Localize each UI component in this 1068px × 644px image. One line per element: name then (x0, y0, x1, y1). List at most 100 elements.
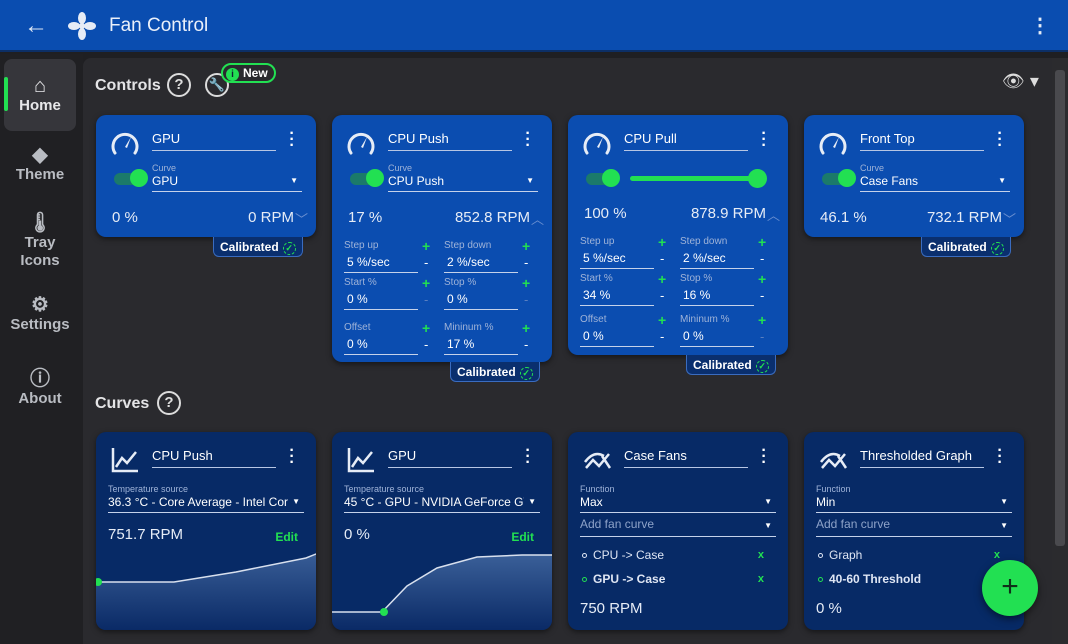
control-name-field[interactable]: Front Top (860, 131, 984, 151)
back-arrow-icon[interactable]: ← (24, 12, 48, 39)
decrement-button[interactable]: - (660, 288, 665, 303)
wrench-icon[interactable]: 🔧 (205, 73, 229, 97)
field-input[interactable]: 0 % (680, 329, 754, 347)
sidebar-item-home[interactable]: ⌂ Home (4, 59, 76, 131)
info-icon: ⓘ (30, 368, 50, 390)
decrement-button[interactable]: - (524, 255, 529, 270)
temperature-source-select[interactable]: Temperature source 45 °C - GPU - NVIDIA G… (344, 484, 540, 513)
decrement-button[interactable]: - (760, 288, 765, 303)
remove-curve-button[interactable]: x (993, 549, 1000, 561)
field-input[interactable]: 2 %/sec (680, 251, 754, 269)
control-name-field[interactable]: CPU Push (388, 131, 512, 151)
curve-name-field[interactable]: CPU Push (152, 448, 276, 468)
card-menu-icon[interactable]: · · · (997, 442, 1003, 471)
decrement-button[interactable]: - (424, 292, 429, 307)
edit-curve-link[interactable]: Edit (511, 530, 534, 544)
add-fan-curve-select[interactable]: Add fan curve ▼ (580, 517, 776, 537)
fan-percent: 100 % (584, 205, 627, 222)
increment-button[interactable]: + (522, 320, 531, 336)
curve-list-item[interactable]: CPU -> Case (582, 548, 664, 562)
increment-button[interactable]: + (522, 275, 531, 291)
decrement-button[interactable]: - (524, 292, 529, 307)
field-input[interactable]: 16 % (680, 288, 754, 306)
chevron-up-icon[interactable]: ︿ (766, 208, 780, 223)
add-fan-curve-placeholder: Add fan curve (580, 517, 655, 531)
curve-list-item[interactable]: 40-60 Threshold (818, 572, 921, 586)
increment-button[interactable]: + (422, 275, 431, 291)
increment-button[interactable]: + (758, 312, 767, 328)
card-menu-icon[interactable]: · · · (761, 442, 767, 471)
add-fan-curve-select[interactable]: Add fan curve ▼ (816, 517, 1012, 537)
curve-list-item[interactable]: Graph (818, 548, 862, 562)
chevron-down-icon[interactable]: ﹀ (1002, 212, 1016, 227)
decrement-button[interactable]: - (760, 251, 765, 266)
card-menu-icon[interactable]: · · · (289, 442, 295, 471)
field-input[interactable]: 0 % (344, 292, 418, 310)
increment-button[interactable]: + (658, 271, 667, 287)
remove-curve-button[interactable]: x (757, 573, 764, 585)
curve-graph[interactable] (96, 542, 316, 630)
curve-graph[interactable] (332, 542, 552, 630)
scrollbar[interactable] (1052, 58, 1068, 644)
curve-name-field[interactable]: GPU (388, 448, 512, 468)
sidebar-item-about[interactable]: ⓘ About (4, 368, 76, 408)
increment-button[interactable]: + (658, 312, 667, 328)
curve-select[interactable]: Curve CPU Push ▼ (388, 163, 538, 192)
decrement-button[interactable]: - (760, 329, 765, 344)
curve-label: Curve (152, 163, 177, 173)
card-menu-icon[interactable]: · · · (289, 125, 295, 154)
enable-toggle[interactable] (586, 169, 620, 187)
control-name-field[interactable]: GPU (152, 131, 276, 151)
function-select[interactable]: Function Min ▼ (816, 484, 1012, 513)
add-fab-button[interactable]: + (982, 560, 1038, 616)
card-menu-icon[interactable]: · · · (761, 125, 767, 154)
curve-select[interactable]: Curve GPU ▼ (152, 163, 302, 192)
sidebar-item-theme[interactable]: ◆ Theme (4, 145, 76, 184)
remove-curve-button[interactable]: x (757, 549, 764, 561)
sidebar-item-tray-icons[interactable]: 🌡 Tray Icons (4, 213, 76, 270)
card-menu-icon[interactable]: · · · (997, 125, 1003, 154)
field-input[interactable]: 2 %/sec (444, 255, 518, 273)
manual-speed-slider[interactable] (630, 169, 767, 188)
more-menu-icon[interactable]: ⋮ (1030, 15, 1050, 37)
field-input[interactable]: 34 % (580, 288, 654, 306)
enable-toggle[interactable] (822, 169, 856, 187)
temperature-source-select[interactable]: Temperature source 36.3 °C - Core Average… (108, 484, 304, 513)
curve-name-field[interactable]: Thresholded Graph (860, 448, 984, 468)
increment-button[interactable]: + (522, 238, 531, 254)
enable-toggle[interactable] (350, 169, 384, 187)
increment-button[interactable]: + (658, 234, 667, 250)
decrement-button[interactable]: - (424, 337, 429, 352)
function-select[interactable]: Function Max ▼ (580, 484, 776, 513)
card-menu-icon[interactable]: · · · (525, 442, 531, 471)
field-input[interactable]: 0 % (444, 292, 518, 310)
increment-button[interactable]: + (422, 238, 431, 254)
increment-button[interactable]: + (758, 271, 767, 287)
decrement-button[interactable]: - (524, 337, 529, 352)
chevron-up-icon[interactable]: ︿ (530, 212, 544, 227)
edit-curve-link[interactable]: Edit (275, 530, 298, 544)
curves-help-icon[interactable]: ? (157, 391, 181, 415)
chevron-down-icon[interactable]: ﹀ (294, 212, 308, 227)
decrement-button[interactable]: - (660, 251, 665, 266)
card-menu-icon[interactable]: · · · (525, 125, 531, 154)
increment-button[interactable]: + (422, 320, 431, 336)
visibility-eye-icon[interactable]: 👁 ▾ (1002, 71, 1039, 91)
curve-list-item[interactable]: GPU -> Case (582, 572, 665, 586)
field-input[interactable]: 5 %/sec (344, 255, 418, 273)
controls-help-icon[interactable]: ? (167, 73, 191, 97)
decrement-button[interactable]: - (424, 255, 429, 270)
field-input[interactable]: 17 % (444, 337, 518, 355)
sidebar-item-settings[interactable]: ⚙ Settings (4, 295, 76, 334)
increment-button[interactable]: + (758, 234, 767, 250)
curve-name-field[interactable]: Case Fans (624, 448, 748, 468)
decrement-button[interactable]: - (660, 329, 665, 344)
field-input[interactable]: 0 % (580, 329, 654, 347)
field-input[interactable]: 0 % (344, 337, 418, 355)
enable-toggle[interactable] (114, 169, 148, 187)
field-input[interactable]: 5 %/sec (580, 251, 654, 269)
scrollbar-thumb[interactable] (1055, 70, 1065, 546)
control-name-field[interactable]: CPU Pull (624, 131, 748, 151)
app-header: ← Fan Control ⋮ (0, 0, 1068, 52)
curve-select[interactable]: Curve Case Fans ▼ (860, 163, 1010, 192)
